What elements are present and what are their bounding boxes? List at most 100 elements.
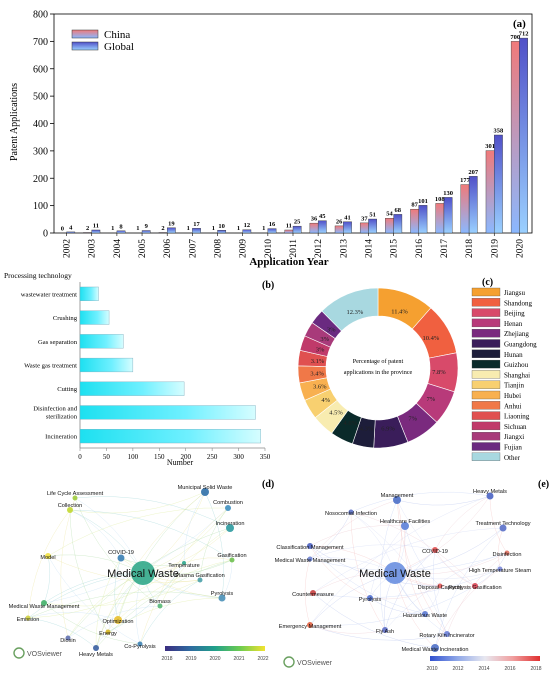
y-tick-label: 500 — [33, 92, 48, 103]
data-label-global: 9 — [145, 223, 149, 230]
network-node-label: Fly Ash — [376, 629, 394, 635]
chart-a-panel-label: (a) — [513, 18, 526, 30]
network-edge — [350, 491, 491, 513]
data-label-china: 0 — [61, 226, 64, 233]
x-tick-label: 300 — [233, 453, 244, 461]
legend-label: Jiangxi — [504, 433, 524, 441]
network-node — [432, 547, 438, 553]
network-edge — [312, 568, 501, 598]
network-edge — [434, 549, 476, 587]
colorbar-tick: 2014 — [478, 666, 489, 672]
slice-label: 3.6% — [313, 384, 327, 391]
bar-global — [242, 229, 252, 234]
bar-global — [267, 228, 277, 234]
category-label: Disinfection and — [33, 405, 77, 412]
data-label-china: 177 — [460, 177, 471, 184]
network-edge — [74, 496, 231, 529]
legend-swatch — [471, 390, 501, 400]
network-node-label: Pyrolysis — [359, 597, 382, 603]
network-edge — [27, 591, 223, 619]
bar-global — [443, 197, 453, 234]
bar-global — [393, 214, 403, 234]
data-label-china: 1 — [212, 225, 215, 232]
x-tick-label: 2013 — [339, 239, 349, 258]
colorbar-tick: 2012 — [452, 666, 463, 672]
network-edge — [309, 511, 352, 560]
chart-a-ylabel: Patent Applications — [9, 83, 20, 161]
y-tick-label: 0 — [43, 229, 48, 240]
network-edge — [434, 527, 504, 649]
data-label-global: 51 — [369, 212, 376, 219]
bar-china — [460, 184, 470, 234]
legend-label: Hubei — [504, 392, 521, 400]
network-edge — [404, 525, 441, 587]
category-label: Gas separation — [38, 339, 78, 346]
network-edge — [183, 491, 206, 564]
network-node-label: Temperature — [168, 563, 199, 569]
network-node-label: Disinfection — [493, 552, 522, 558]
y-tick-label: 400 — [33, 119, 48, 130]
colorbar-tick: 2021 — [233, 656, 244, 662]
network-node-label: Healthcare Facilities — [380, 519, 431, 525]
network-node — [226, 524, 234, 532]
network-node — [93, 645, 99, 651]
network-node-label: Plasma Gasification — [175, 573, 224, 579]
donut-hole — [326, 316, 430, 420]
data-label-china: 11 — [286, 222, 292, 229]
chart-c-center-line1: Percentage of patent — [353, 358, 404, 365]
bar-china — [334, 225, 344, 234]
network-node — [65, 635, 71, 641]
network-edge — [404, 525, 426, 615]
legend-swatch — [471, 349, 501, 358]
network-node — [45, 553, 51, 559]
bar-china — [385, 218, 394, 234]
network-edge — [350, 511, 386, 631]
network-edge — [159, 527, 231, 607]
data-label-global: 11 — [93, 222, 99, 229]
network-d-watermark: VOSviewer — [13, 647, 63, 659]
data-label-global: 16 — [269, 221, 276, 228]
legend-label: Beijing — [504, 310, 525, 318]
bar-global — [418, 205, 428, 234]
network-node — [310, 590, 316, 596]
network-edge — [304, 558, 311, 626]
x-tick-label: 2009 — [239, 239, 249, 258]
network-edge — [309, 545, 441, 587]
network-edge — [369, 525, 406, 599]
category-label: sterilization — [46, 413, 78, 420]
category-label: Incineration — [45, 434, 78, 441]
network-node-label: Collection — [58, 503, 83, 509]
slice-label: 3.4% — [310, 370, 324, 377]
network-node — [437, 583, 443, 589]
network-edge — [27, 562, 185, 619]
x-tick-label: 2018 — [465, 239, 475, 258]
vosviewer-logo-icon — [13, 647, 25, 659]
network-edge — [384, 549, 436, 631]
colorbar-tick: 2019 — [185, 656, 196, 662]
network-node-label: Emission — [17, 617, 40, 623]
colorbar-tick: 2022 — [257, 656, 268, 662]
colorbar — [165, 646, 265, 651]
network-node — [229, 557, 235, 563]
data-label-global: 19 — [168, 220, 175, 227]
legend-swatch — [471, 359, 501, 369]
network-edge — [394, 527, 504, 574]
network-edge — [309, 545, 426, 615]
network-node-label: Combustion — [213, 500, 243, 506]
network-node-label: COVID-19 — [422, 549, 448, 555]
network-node — [486, 492, 494, 500]
network-node-label: Model — [40, 555, 55, 561]
network-node-label: Disposal Capacity — [418, 585, 463, 591]
x-tick-label: 2012 — [314, 239, 324, 258]
network-node — [307, 622, 313, 628]
network-node — [114, 616, 122, 624]
data-label-china: 2 — [86, 225, 89, 232]
network-node-label: Biomass — [149, 599, 171, 605]
network-edge — [27, 509, 71, 619]
legend-label: Guangdong — [504, 341, 537, 349]
slice-label: 7% — [408, 416, 417, 423]
legend-label: Anhui — [504, 402, 522, 410]
slice-label: 10.4% — [423, 335, 440, 342]
slice-label: 3% — [327, 326, 336, 333]
data-label-global: 712 — [519, 31, 529, 38]
